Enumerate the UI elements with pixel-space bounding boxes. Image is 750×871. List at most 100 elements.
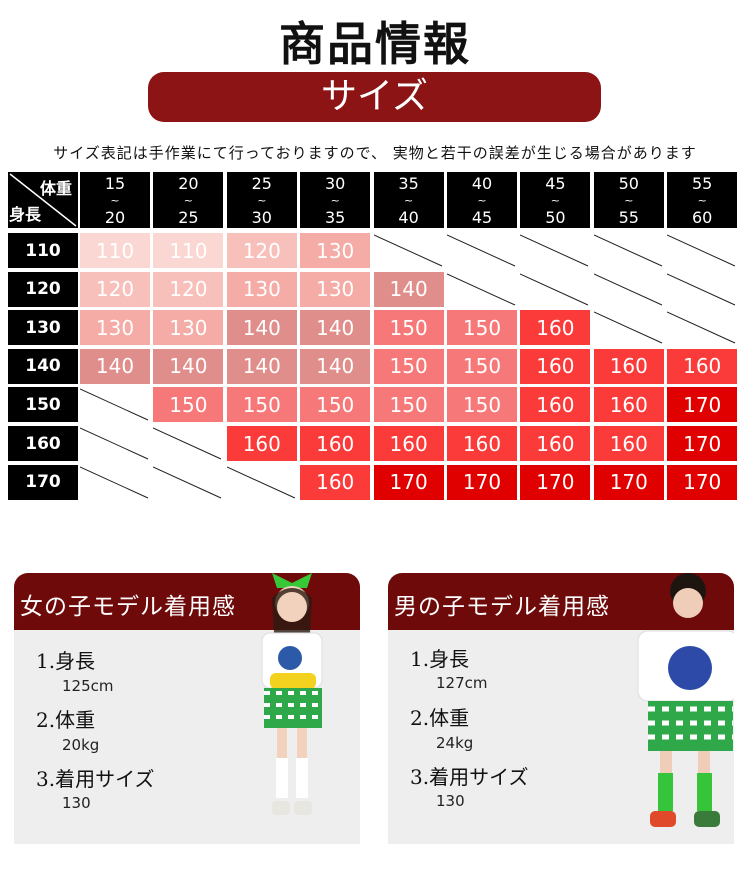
size-cell: 120 <box>153 271 224 307</box>
weight-column-header: 25 ~30 <box>226 172 297 228</box>
weight-column-header: 45 ~50 <box>520 172 591 228</box>
header-text: 30 <box>251 207 272 227</box>
size-cell: 160 <box>447 426 517 461</box>
empty-cell <box>447 233 517 268</box>
size-cell: 160 <box>593 387 664 423</box>
header-text: ~ <box>183 193 193 207</box>
size-cell: 170 <box>667 464 738 500</box>
header-text: 35 <box>325 207 346 227</box>
header-text: 35 <box>398 173 419 193</box>
weight-column-header: 50 ~55 <box>593 172 664 228</box>
height-row-header: 130 <box>8 310 78 346</box>
weight-column-header: 55 ~60 <box>667 172 738 228</box>
size-cell: 140 <box>80 348 150 384</box>
header-text: 25 <box>251 173 272 193</box>
header-text: 55 <box>692 173 713 193</box>
boy-model-photo <box>637 573 734 827</box>
size-cell: 170 <box>520 464 591 500</box>
size-cell: 150 <box>373 310 444 346</box>
height-value: 127cm <box>436 674 488 692</box>
height-row-header: 110 <box>8 233 78 268</box>
size-cell: 160 <box>300 464 371 500</box>
height-row-header: 150 <box>8 387 78 423</box>
header-text: 60 <box>692 207 713 227</box>
size-cell: 160 <box>667 348 738 384</box>
weight-column-header: 20 ~25 <box>153 172 224 228</box>
size-cell: 140 <box>300 310 371 346</box>
size-cell: 140 <box>373 271 444 307</box>
size-cell: 130 <box>153 310 224 346</box>
size-cell: 110 <box>153 233 224 268</box>
size-label: 3.着用サイズ <box>36 767 155 791</box>
size-cell: 170 <box>373 464 444 500</box>
size-label: 3.着用サイズ <box>410 765 529 789</box>
size-cell: 130 <box>80 310 150 346</box>
header-text: ~ <box>403 193 414 207</box>
empty-cell <box>226 464 297 500</box>
size-cell: 140 <box>300 348 371 384</box>
header-text: ~ <box>330 193 340 207</box>
boy-model-panel: 男の子モデル着用感 1.身長 127cm 2.体重 24kg 3.着用サイズ 1… <box>388 573 734 844</box>
size-cell: 150 <box>373 348 444 384</box>
page-title: 商品情報 <box>279 17 471 71</box>
size-cell: 150 <box>447 348 517 384</box>
header-text: ~ <box>697 193 707 207</box>
empty-cell <box>593 310 664 346</box>
weight-value: 20kg <box>62 736 100 754</box>
section-banner: サイズ <box>148 72 601 122</box>
size-cell: 160 <box>593 426 664 461</box>
weight-column-header: 40 ~45 <box>447 172 517 228</box>
height-value: 125cm <box>62 677 114 695</box>
header-text: 55 <box>618 207 639 227</box>
header-text: 50 <box>545 207 566 227</box>
size-cell: 150 <box>447 310 517 346</box>
size-cell: 140 <box>226 348 297 384</box>
size-cell: 160 <box>520 310 591 346</box>
header-text: 25 <box>178 207 199 227</box>
header-text: ~ <box>110 193 120 207</box>
size-cell: 150 <box>153 387 224 423</box>
header-text: 45 <box>471 207 493 227</box>
empty-cell <box>153 464 224 500</box>
header-text: 50 <box>618 173 639 193</box>
size-cell: 160 <box>520 426 591 461</box>
empty-cell <box>667 271 738 307</box>
size-cell: 150 <box>373 387 444 423</box>
size-cell: 160 <box>593 348 664 384</box>
height-row-header: 120 <box>8 271 78 307</box>
header-text: 30 <box>325 173 346 193</box>
height-row-header: 140 <box>8 348 78 384</box>
size-cell: 160 <box>520 348 591 384</box>
size-cell: 170 <box>447 464 517 500</box>
size-cell: 170 <box>667 387 738 423</box>
size-cell: 160 <box>520 387 591 423</box>
weight-value: 24kg <box>436 734 474 752</box>
empty-cell <box>80 464 150 500</box>
size-cell: 110 <box>80 233 150 268</box>
header-text: 45 <box>545 173 566 193</box>
size-cell: 160 <box>226 426 297 461</box>
size-cell: 160 <box>300 426 371 461</box>
size-cell: 130 <box>300 233 371 268</box>
size-cell: 120 <box>226 233 297 268</box>
empty-cell <box>373 233 444 268</box>
empty-cell <box>667 233 738 268</box>
header-text: 15 <box>104 173 126 193</box>
weight-column-header: 35 ~40 <box>373 172 444 228</box>
girl-model-photo <box>261 573 323 815</box>
size-cell: 140 <box>226 310 297 346</box>
weight-label: 2.体重 <box>36 708 96 732</box>
empty-cell <box>593 233 664 268</box>
weight-label: 2.体重 <box>410 706 470 730</box>
girl-model-panel: 女の子モデル着用感 1.身長 125cm 2.体重 20kg 3.着用サイズ 1… <box>14 573 360 844</box>
size-note: サイズ表記は手作業にて行っておりますので、 実物と若干の誤差が生じる場合がありま… <box>53 144 697 162</box>
size-cell: 160 <box>373 426 444 461</box>
weight-label: 体重 <box>39 179 72 198</box>
size-value: 130 <box>62 794 91 812</box>
empty-cell <box>447 271 517 307</box>
header-text: 40 <box>398 207 419 227</box>
header-text: ~ <box>257 193 267 207</box>
empty-cell <box>80 387 150 423</box>
size-cell: 150 <box>226 387 297 423</box>
height-row-header: 160 <box>8 426 78 461</box>
